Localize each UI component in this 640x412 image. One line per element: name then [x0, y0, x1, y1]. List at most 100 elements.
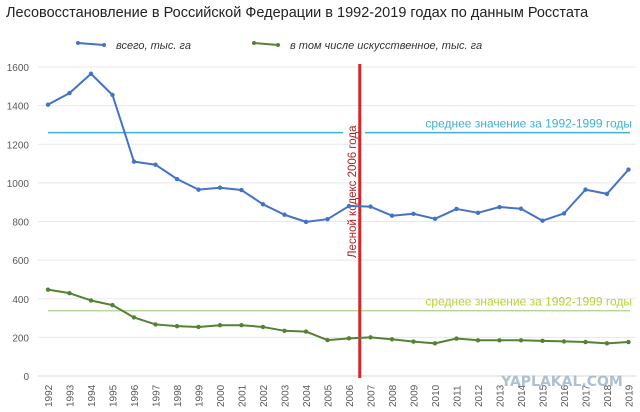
mean-label-total: среднее значение за 1992-1999 годы [425, 117, 632, 131]
point-total-2003 [282, 212, 287, 217]
point-total-1995 [110, 92, 115, 98]
y-tick-label: 1600 [7, 63, 30, 74]
mean-label-artificial: среднее значение за 1992-1999 годы [425, 295, 632, 309]
point-artificial-2007 [368, 335, 373, 340]
x-tick-label: 1999 [195, 384, 206, 407]
point-artificial-2019 [626, 339, 631, 345]
x-tick-label: 1996 [130, 384, 141, 407]
x-tick-label: 1992 [44, 384, 55, 407]
x-tick-label: 2007 [367, 384, 378, 407]
point-artificial-2008 [389, 337, 395, 342]
point-artificial-2015 [540, 338, 545, 344]
point-total-2007 [368, 204, 373, 209]
point-total-2015 [540, 218, 545, 223]
point-total-2016 [561, 211, 567, 216]
x-tick-label: 2003 [281, 384, 292, 407]
point-artificial-2001 [239, 323, 244, 328]
point-artificial-2000 [217, 323, 223, 328]
point-artificial-2013 [497, 338, 502, 343]
point-artificial-1994 [88, 298, 94, 303]
x-tick-label: 2013 [496, 384, 507, 407]
x-tick-label: 2018 [603, 384, 614, 407]
point-total-2006 [346, 203, 352, 209]
y-tick-label: 1200 [7, 140, 30, 151]
legend-dot-total [76, 41, 80, 45]
x-tick-label: 2006 [345, 384, 356, 407]
legend: всего, тыс. га в том числе искусственное… [76, 40, 482, 52]
point-total-1999 [196, 187, 201, 192]
x-tick-label: 2001 [238, 384, 249, 407]
point-artificial-1998 [174, 323, 180, 329]
x-tick-label: 1994 [87, 384, 98, 407]
point-artificial-2006 [346, 336, 352, 341]
point-artificial-2010 [432, 341, 438, 346]
point-total-2000 [217, 185, 223, 190]
y-tick-label: 400 [12, 295, 29, 306]
x-tick-label: 2004 [302, 384, 313, 407]
chart-title: Лесовосстановление в Российской Федераци… [6, 5, 589, 21]
point-artificial-1995 [110, 302, 115, 308]
point-artificial-1993 [67, 290, 72, 296]
y-tick-label: 200 [12, 333, 29, 344]
legend-label-total: всего, тыс. га [116, 40, 191, 52]
point-total-1992 [45, 102, 51, 107]
y-tick-label: 0 [23, 372, 29, 383]
legend-marker-total [77, 42, 105, 46]
legend-dot-total [102, 43, 106, 47]
x-tick-label: 1995 [109, 384, 120, 407]
x-tick-label: 1997 [152, 384, 163, 407]
series-line-artificial [47, 288, 629, 345]
x-tick-label: 2005 [324, 384, 335, 407]
point-artificial-1992 [45, 287, 51, 292]
point-artificial-1997 [153, 322, 158, 327]
point-total-2013 [497, 204, 502, 210]
point-total-1993 [67, 90, 72, 96]
point-total-2005 [325, 216, 330, 222]
legend-dot-artificial [276, 43, 280, 47]
x-tick-label: 2012 [474, 384, 485, 407]
point-total-2019 [626, 167, 631, 172]
point-total-2001 [239, 187, 244, 193]
x-tick-label: 2002 [259, 384, 270, 407]
legend-label-artificial: в том числе искусственное, тыс. га [290, 40, 482, 52]
x-tick-label: 2009 [410, 384, 421, 407]
point-total-2012 [475, 210, 481, 216]
point-artificial-1996 [131, 315, 137, 320]
point-artificial-1999 [196, 324, 201, 330]
point-artificial-2017 [583, 339, 588, 345]
watermark: YAPLAKAL.COM [500, 374, 623, 390]
point-artificial-2011 [454, 336, 459, 341]
x-tick-label: 1993 [66, 384, 77, 407]
legend-marker-artificial [253, 42, 279, 46]
point-artificial-2004 [303, 329, 309, 334]
point-total-2008 [389, 213, 395, 218]
point-total-2009 [411, 211, 416, 216]
point-total-2011 [454, 206, 459, 212]
point-total-2002 [260, 202, 266, 207]
x-tick-label: 2016 [560, 384, 571, 407]
point-total-1998 [174, 176, 180, 182]
point-artificial-2005 [325, 337, 330, 343]
point-artificial-2009 [411, 339, 416, 344]
point-total-1996 [131, 159, 137, 164]
y-tick-label: 800 [12, 218, 29, 229]
x-tick-label: 2000 [216, 384, 227, 407]
point-artificial-2012 [475, 338, 481, 343]
y-tick-label: 1400 [7, 102, 30, 113]
legend-dot-artificial [252, 41, 256, 45]
x-tick-label: 2014 [517, 384, 528, 407]
series-line-total [47, 72, 630, 223]
point-total-2010 [432, 216, 438, 221]
x-tick-label: 2010 [431, 384, 442, 407]
point-total-2014 [518, 206, 524, 211]
point-total-2017 [583, 187, 588, 192]
point-artificial-2016 [561, 339, 567, 344]
y-tick-label: 600 [12, 256, 29, 267]
point-total-2018 [604, 191, 610, 197]
x-tick-label: 2008 [388, 384, 399, 407]
y-tick-label: 1000 [7, 179, 30, 190]
point-artificial-2002 [260, 324, 266, 330]
point-artificial-2014 [518, 338, 524, 343]
x-tick-label: 2019 [625, 384, 636, 407]
